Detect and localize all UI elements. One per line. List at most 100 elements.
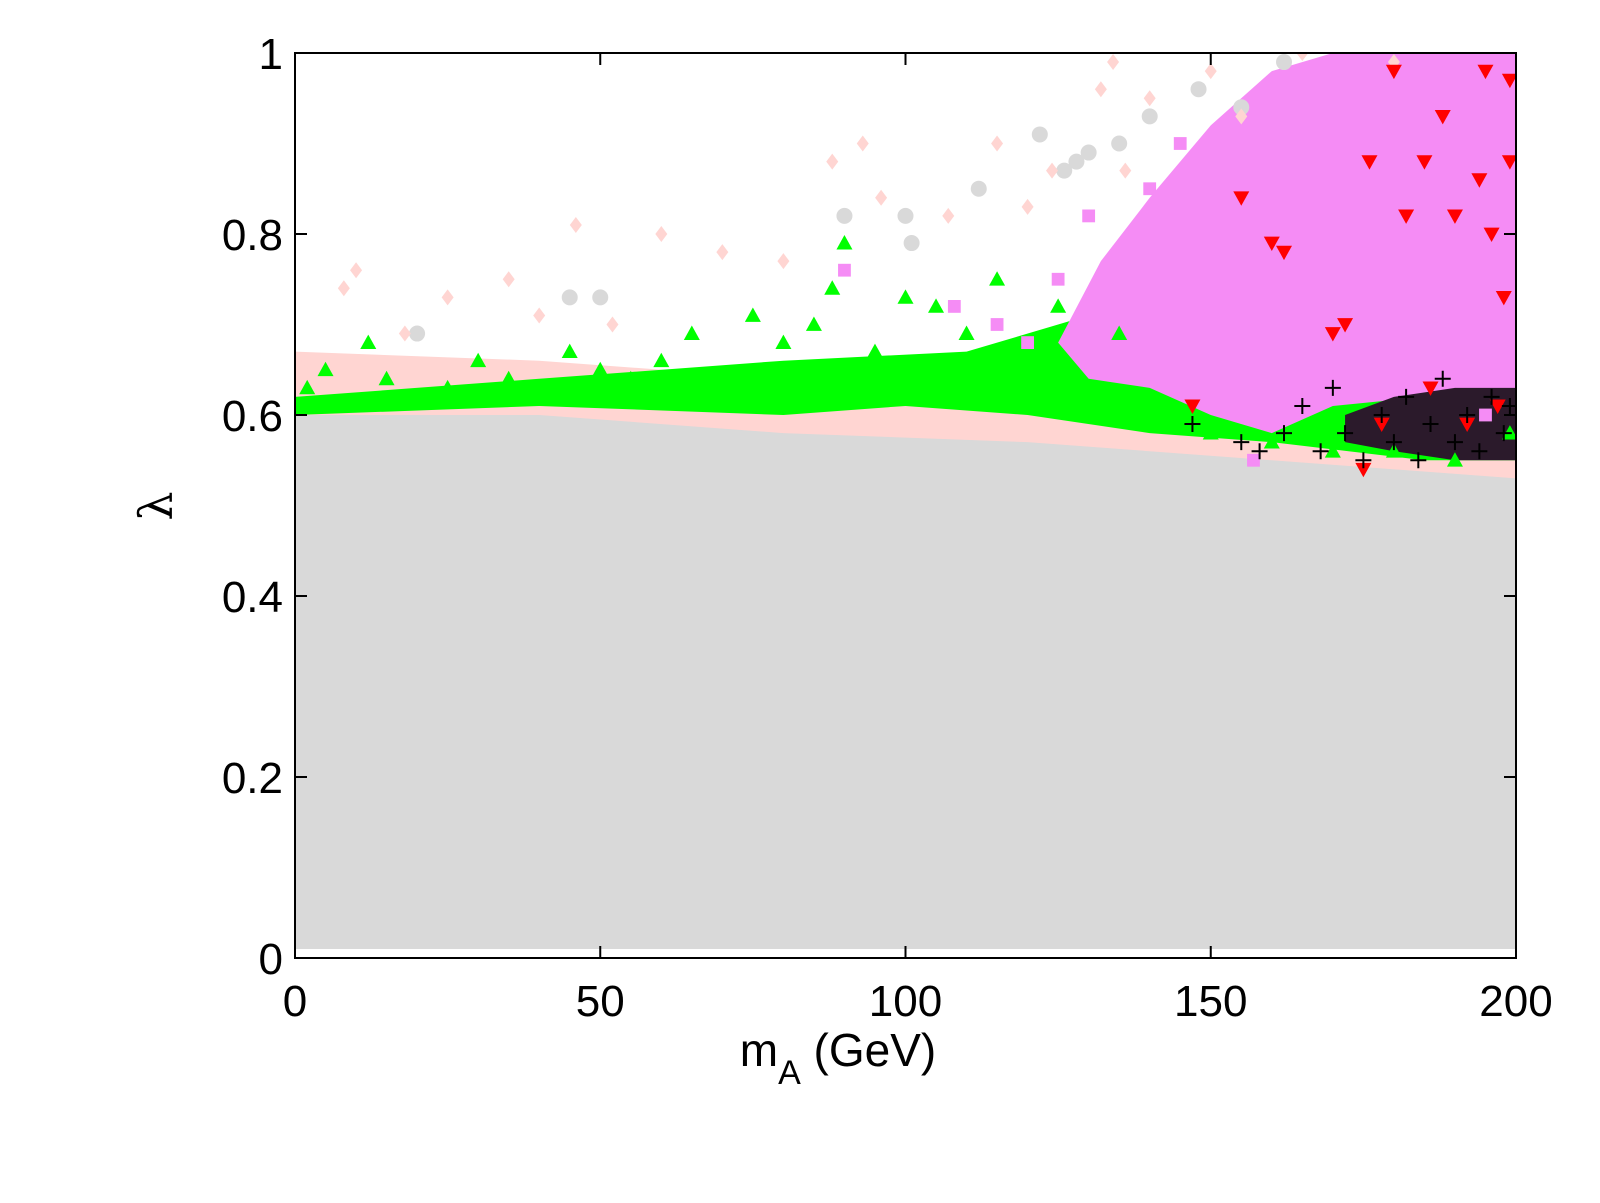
- point-plus: [1355, 452, 1372, 469]
- point-triangle-up: [775, 334, 792, 349]
- point-triangle-up: [989, 271, 1006, 286]
- x-tick-label: 50: [576, 977, 625, 1026]
- point-square: [947, 300, 961, 313]
- point-triangle-up: [1202, 425, 1219, 440]
- point-triangle-up: [1141, 407, 1158, 422]
- point-diamond: [942, 207, 955, 224]
- point-triangle-down: [1361, 155, 1378, 170]
- point-triangle-down: [1276, 245, 1293, 261]
- point-triangle-down: [1471, 173, 1488, 188]
- point-circle: [903, 235, 920, 252]
- point-diamond: [337, 280, 350, 297]
- point-square: [1143, 182, 1157, 196]
- y-tick-label: 0.4: [222, 573, 283, 622]
- point-square: [990, 318, 1004, 331]
- point-square: [1295, 155, 1309, 168]
- point-triangle-down: [1489, 399, 1506, 414]
- point-triangle-down: [1434, 109, 1451, 125]
- point-plus: [1459, 407, 1476, 423]
- point-circle: [592, 289, 609, 306]
- point-triangle-up: [409, 388, 426, 404]
- point-circle: [836, 207, 853, 224]
- point-triangle-up: [958, 325, 975, 340]
- x-tick-label: 0: [283, 977, 307, 1026]
- point-triangle-up: [1111, 325, 1128, 340]
- point-plus: [1373, 407, 1390, 423]
- point-triangle-down: [1422, 381, 1439, 396]
- green-band: [295, 297, 1516, 461]
- point-triangle-down: [1373, 417, 1390, 433]
- point-triangle-up: [928, 298, 945, 313]
- point-square: [1503, 272, 1516, 286]
- point-diamond: [1119, 162, 1132, 179]
- point-triangle-down: [1416, 155, 1433, 170]
- point-triangle-down: [1184, 399, 1201, 414]
- point-square: [1277, 390, 1291, 404]
- point-plus: [1233, 434, 1250, 451]
- point-triangle-down: [1501, 155, 1516, 170]
- point-triangle-up: [531, 388, 548, 404]
- point-square: [1265, 91, 1279, 105]
- point-triangle-up: [360, 334, 377, 349]
- point-square: [1326, 363, 1340, 377]
- point-triangle-up: [561, 343, 578, 359]
- point-square: [1051, 272, 1065, 286]
- point-square: [1356, 55, 1370, 69]
- point-plus: [1251, 443, 1268, 460]
- x-tick-label: 200: [1479, 977, 1552, 1026]
- point-triangle-down: [1495, 290, 1512, 306]
- magenta-cloud: [1058, 53, 1516, 434]
- point-triangle-down: [1477, 64, 1494, 80]
- point-plus: [1495, 425, 1512, 442]
- point-triangle-down: [1483, 227, 1500, 242]
- point-plus: [1276, 425, 1293, 442]
- point-diamond: [826, 153, 839, 170]
- point-triangle-up: [439, 379, 456, 395]
- point-circle: [1111, 135, 1128, 152]
- point-circle: [409, 325, 426, 342]
- point-triangle-down: [1459, 417, 1476, 433]
- point-square: [838, 263, 851, 277]
- point-square: [1247, 453, 1260, 467]
- point-circle: [1233, 99, 1250, 116]
- point-plus: [1483, 388, 1500, 405]
- point-plus: [1446, 434, 1463, 451]
- point-square: [1082, 209, 1096, 223]
- y-axis-label: λ: [129, 491, 183, 520]
- point-triangle-up: [299, 379, 316, 395]
- point-diamond: [875, 189, 888, 206]
- point-diamond: [1107, 54, 1120, 71]
- point-diamond: [777, 253, 790, 270]
- point-triangle-up: [1263, 434, 1280, 449]
- point-diamond: [1387, 54, 1400, 71]
- point-diamond: [398, 325, 411, 342]
- point-square: [1021, 336, 1034, 349]
- point-triangle-up: [622, 370, 639, 386]
- point-triangle-up: [470, 352, 487, 368]
- point-triangle-up: [866, 343, 883, 359]
- point-triangle-up: [836, 235, 853, 250]
- point-circle: [1056, 162, 1073, 179]
- point-triangle-down: [1398, 209, 1415, 224]
- point-diamond: [1204, 63, 1217, 80]
- point-diamond: [1235, 108, 1248, 125]
- point-diamond: [856, 135, 869, 152]
- point-square: [1387, 318, 1401, 331]
- point-triangle-up: [1080, 388, 1097, 404]
- point-triangle-up: [335, 397, 352, 413]
- point-diamond: [441, 289, 454, 306]
- y-tick-label: 0.2: [222, 754, 283, 803]
- point-plus: [1471, 443, 1488, 460]
- point-plus: [1294, 397, 1311, 414]
- point-diamond: [1296, 53, 1309, 61]
- point-triangle-up: [714, 379, 731, 395]
- axis-ticks: 0 50 100 150 200 0 0.2 0.4 0.6 0.8 1: [222, 30, 1553, 1026]
- point-diamond: [716, 244, 729, 261]
- point-triangle-up: [500, 370, 517, 386]
- point-triangle-down: [1337, 318, 1354, 333]
- point-triangle-up: [805, 316, 822, 331]
- y-tick-label: 0.8: [222, 211, 283, 260]
- point-diamond: [301, 352, 314, 369]
- point-diamond: [1143, 90, 1156, 107]
- point-triangle-down: [1263, 236, 1280, 252]
